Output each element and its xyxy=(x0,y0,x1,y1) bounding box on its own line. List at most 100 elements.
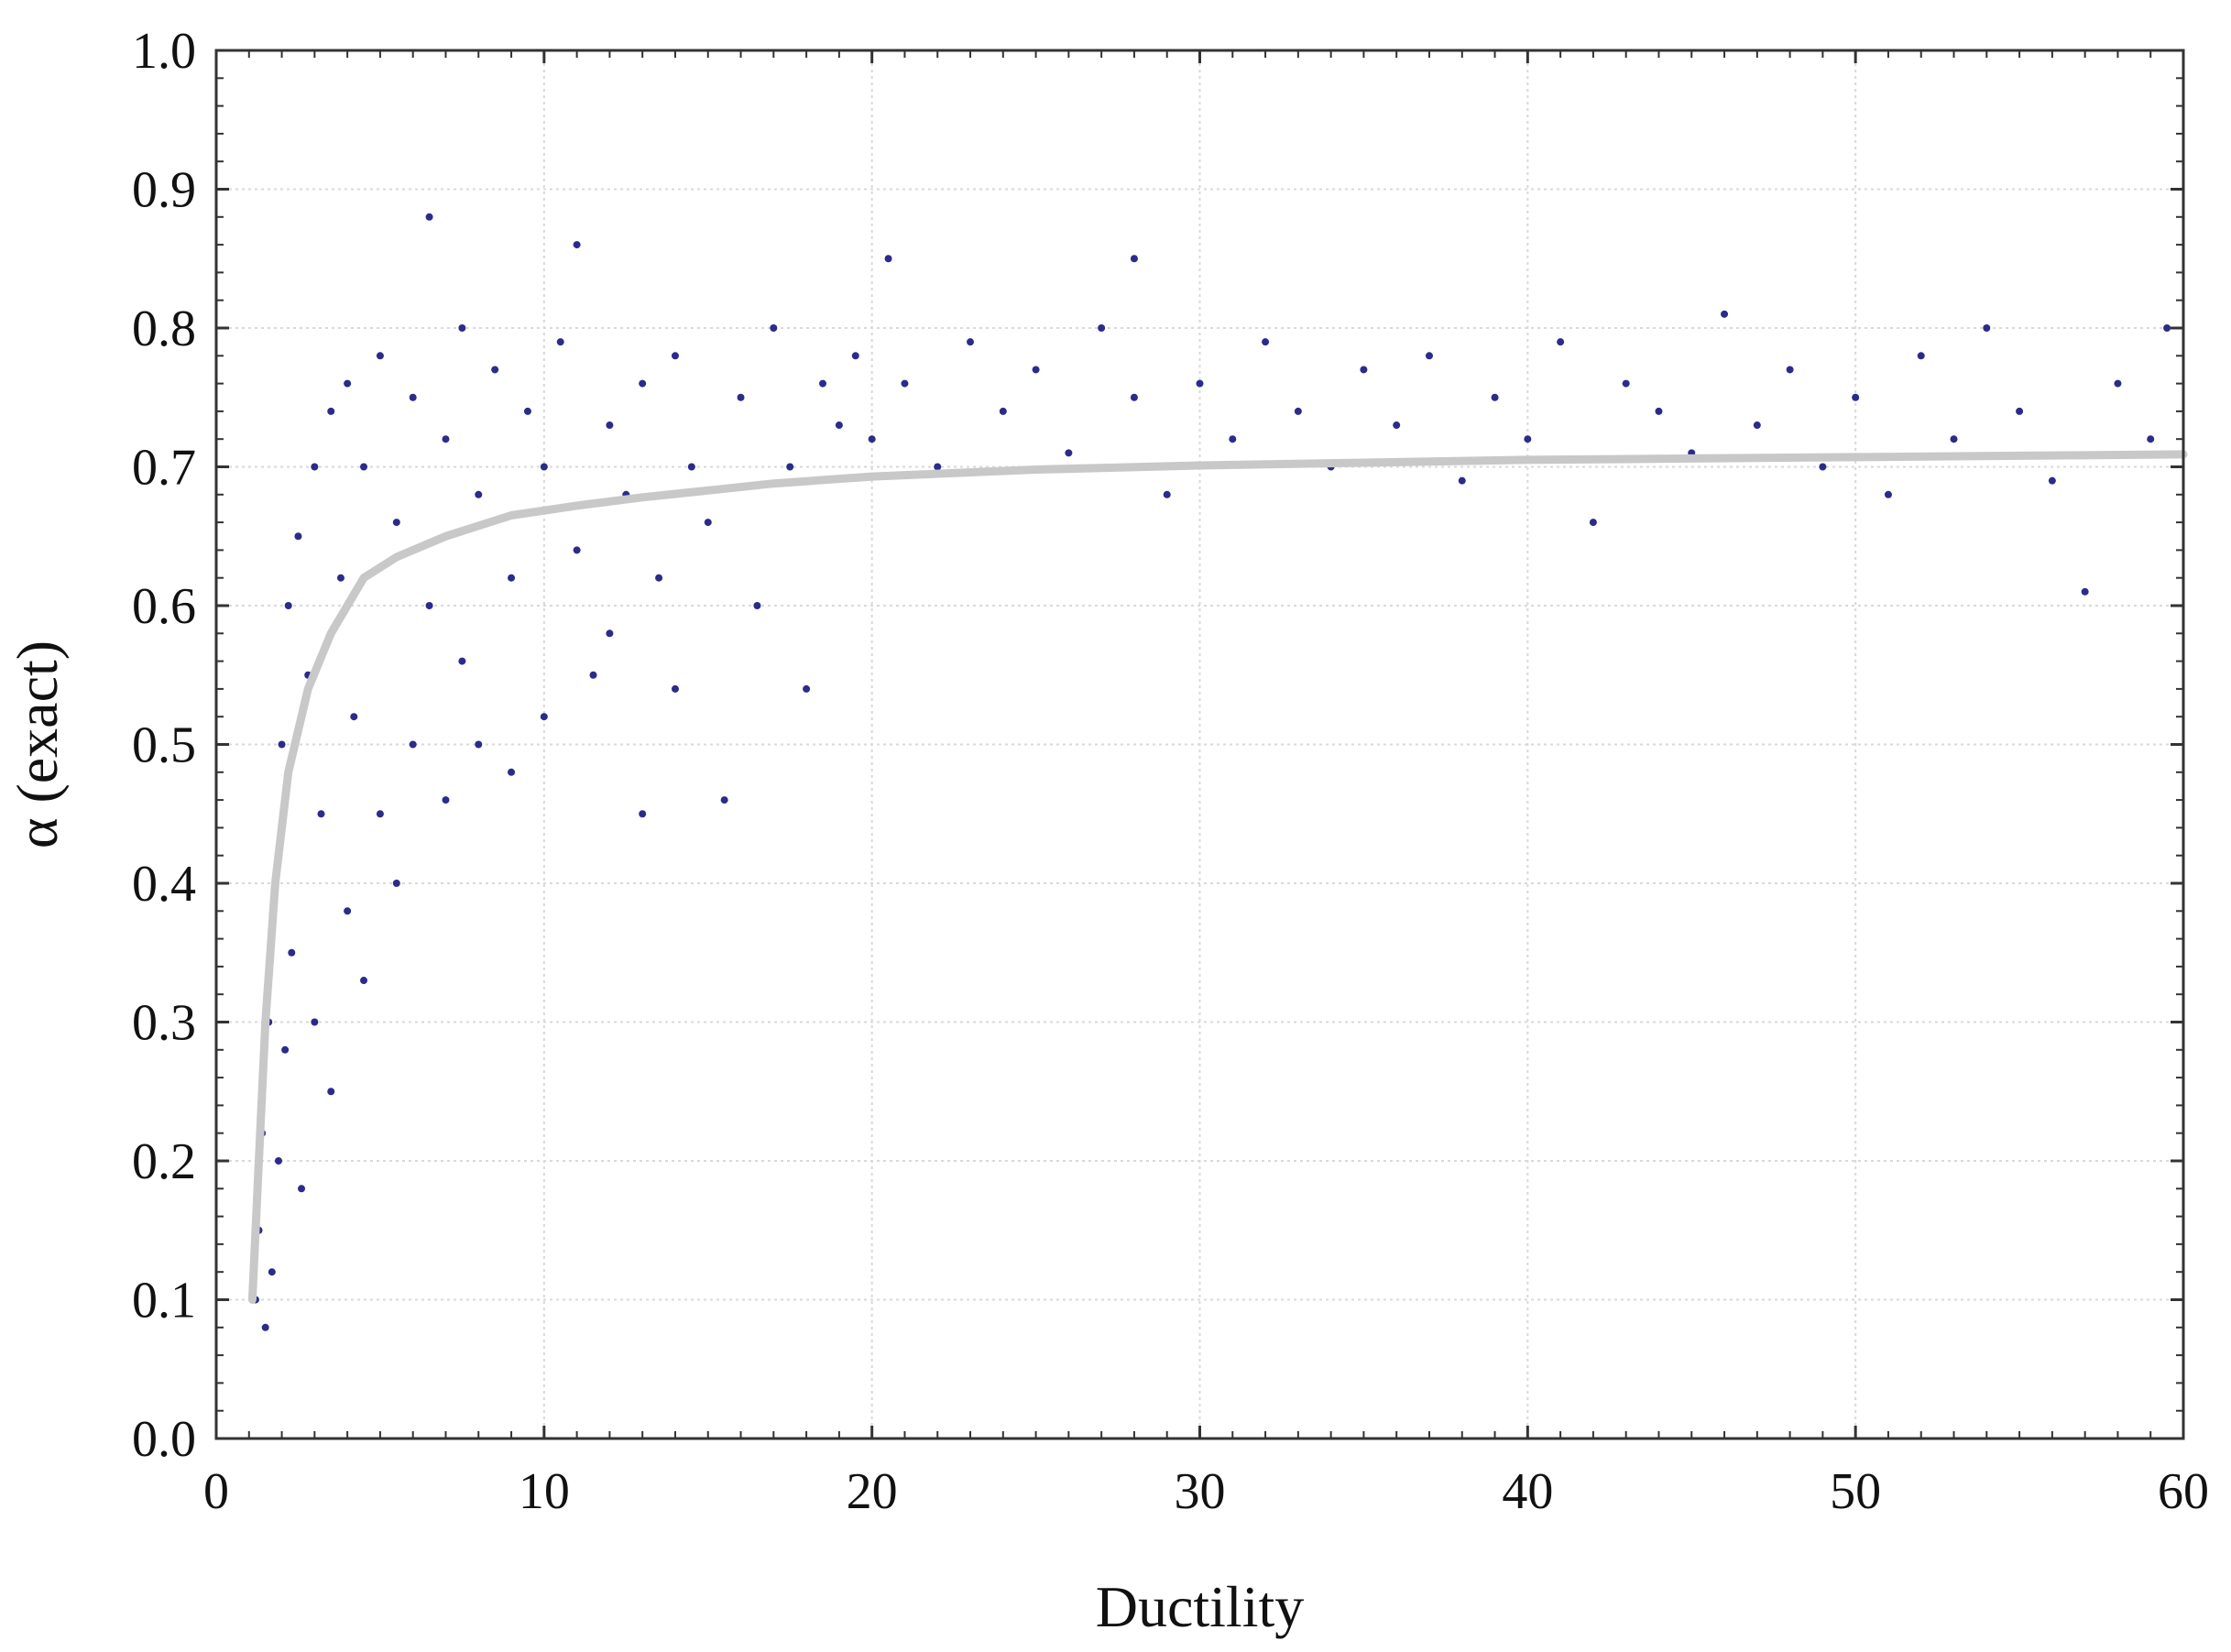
y-tick-label: 0.1 xyxy=(132,1273,196,1329)
y-tick-label: 0.9 xyxy=(132,162,196,219)
data-point xyxy=(835,421,843,430)
data-point xyxy=(1983,324,1991,332)
data-point xyxy=(753,602,761,609)
data-point xyxy=(284,602,292,609)
data-point xyxy=(639,810,647,818)
x-tick-labels: 0 10 20 30 40 50 60 xyxy=(203,1463,2209,1520)
data-point xyxy=(1032,366,1040,374)
data-point xyxy=(475,740,483,749)
data-point xyxy=(392,519,400,527)
data-point xyxy=(1917,352,1925,360)
x-tick-label: 20 xyxy=(847,1463,898,1520)
data-point xyxy=(1130,393,1138,401)
data-point xyxy=(442,435,450,443)
data-point xyxy=(409,393,417,401)
data-point xyxy=(344,907,352,915)
data-point xyxy=(540,463,548,471)
data-point xyxy=(281,1045,290,1054)
data-point xyxy=(868,435,876,443)
data-point xyxy=(606,421,614,430)
data-point xyxy=(1491,393,1499,401)
data-point xyxy=(639,379,647,388)
data-point xyxy=(274,1157,282,1165)
y-tick-label: 0.4 xyxy=(132,856,196,913)
y-tick-label: 0.5 xyxy=(132,717,196,774)
data-point xyxy=(606,629,614,638)
data-point xyxy=(2147,435,2155,443)
fit-curve xyxy=(247,450,2188,1304)
data-point xyxy=(523,407,531,415)
data-point xyxy=(770,324,778,332)
data-point xyxy=(376,810,384,818)
data-point xyxy=(508,574,516,582)
data-point xyxy=(1262,338,1270,346)
data-point xyxy=(327,1088,335,1096)
data-point xyxy=(1655,407,1663,415)
data-point xyxy=(1425,352,1433,360)
data-point xyxy=(278,740,286,749)
data-point xyxy=(573,241,581,249)
data-point xyxy=(1360,366,1368,374)
scatter-points xyxy=(251,213,2171,1331)
y-tick-label: 0.7 xyxy=(132,440,196,497)
data-point xyxy=(491,366,499,374)
data-point xyxy=(344,379,352,388)
data-point xyxy=(1753,421,1761,430)
data-point xyxy=(268,1268,276,1276)
data-point xyxy=(2048,476,2056,485)
y-tick-labels: 0.0 0.1 0.2 0.3 0.4 0.5 0.6 0.7 0.8 0.9 1.0 xyxy=(132,23,196,1468)
data-point xyxy=(704,519,712,527)
data-point xyxy=(409,740,417,749)
data-point xyxy=(934,463,942,471)
data-point xyxy=(1229,435,1237,443)
axis-ticks xyxy=(214,49,2185,1440)
x-tick-label: 50 xyxy=(1830,1463,1881,1520)
x-tick-label: 0 xyxy=(203,1463,229,1520)
y-tick-label: 1.0 xyxy=(132,23,196,80)
data-point xyxy=(317,810,325,818)
x-axis-title: Ductility xyxy=(1096,1574,1305,1639)
data-point xyxy=(1196,379,1204,388)
y-axis-title: α (exact) xyxy=(5,640,70,848)
data-point xyxy=(442,796,450,804)
data-point xyxy=(1950,435,1958,443)
data-point xyxy=(376,352,384,360)
data-point xyxy=(2081,587,2089,596)
y-tick-label: 0.3 xyxy=(132,995,196,1052)
data-point xyxy=(1786,366,1794,374)
y-tick-label: 0.8 xyxy=(132,301,196,357)
data-point xyxy=(1163,490,1171,498)
data-point xyxy=(1721,310,1729,318)
data-point xyxy=(2016,407,2024,415)
data-point xyxy=(1557,338,1565,346)
data-point xyxy=(294,532,302,541)
fit-line xyxy=(247,450,2188,1304)
y-tick-label: 0.2 xyxy=(132,1133,196,1190)
data-point xyxy=(1130,255,1138,263)
data-point xyxy=(671,352,679,360)
grid xyxy=(216,50,2183,1439)
data-point xyxy=(392,880,400,887)
data-point xyxy=(425,602,433,609)
data-point xyxy=(687,463,695,471)
data-point xyxy=(967,338,975,346)
data-point xyxy=(1852,393,1860,401)
data-point xyxy=(540,713,548,721)
data-point xyxy=(475,490,483,498)
data-point xyxy=(884,255,892,263)
data-point xyxy=(573,546,581,554)
x-tick-label: 30 xyxy=(1175,1463,1226,1520)
data-point xyxy=(311,463,319,471)
data-point xyxy=(2114,379,2122,388)
data-point xyxy=(350,713,358,721)
data-point xyxy=(1622,379,1630,388)
data-point xyxy=(1589,519,1597,527)
data-point xyxy=(1065,449,1073,457)
data-point xyxy=(786,463,794,471)
data-point xyxy=(1458,476,1466,485)
data-point xyxy=(311,1018,319,1026)
data-point xyxy=(655,574,663,582)
data-point xyxy=(1294,407,1302,415)
data-point xyxy=(298,1185,306,1193)
